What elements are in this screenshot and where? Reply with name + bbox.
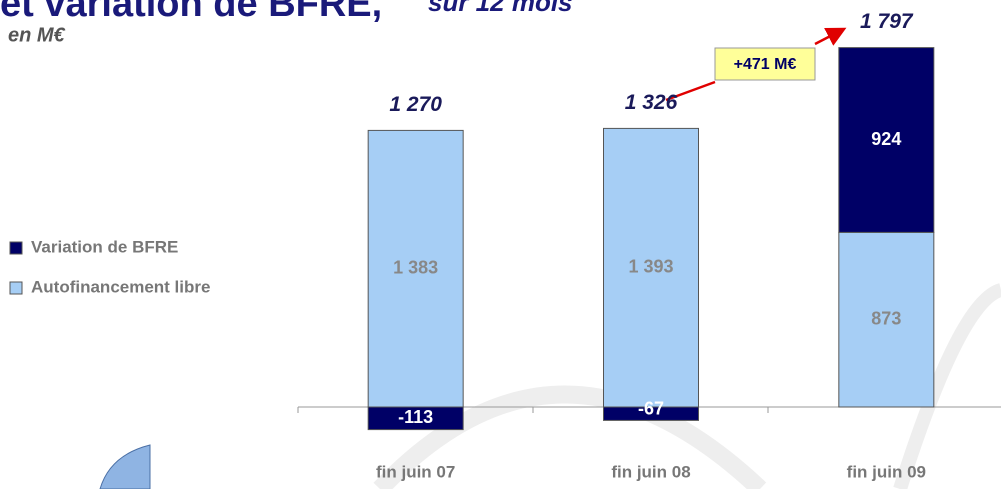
background-swoosh [893, 283, 1001, 489]
total-label: 1 270 [389, 93, 442, 116]
legend-label: Variation de BFRE [31, 237, 178, 256]
bar-segment [367, 129, 464, 408]
x-tick-label: fin juin 07 [376, 462, 455, 481]
value-label: -67 [638, 398, 664, 418]
value-label: 1 393 [628, 256, 673, 276]
legend-swatch [9, 241, 23, 255]
bar-segment [838, 231, 935, 408]
annotation: +471 M€ [734, 56, 797, 73]
value-label: 924 [871, 129, 901, 149]
bar-segment [367, 406, 464, 431]
total-label: 1 326 [625, 91, 678, 114]
x-tick-label: fin juin 08 [611, 462, 690, 481]
value-label: 1 383 [393, 257, 438, 277]
value-label: 873 [871, 308, 901, 328]
background-swoosh [373, 385, 767, 489]
legend-swatch [9, 281, 23, 295]
annotation-arrow [814, 27, 847, 46]
value-label: -113 [398, 407, 433, 427]
bar-segment [603, 406, 699, 421]
logo-shape [99, 444, 151, 489]
chart-title: et variation de BFRE, [0, 0, 382, 25]
x-tick-label: fin juin 09 [847, 462, 926, 481]
annotation-arrow [665, 80, 716, 102]
total-label: 1 797 [860, 10, 914, 33]
annotation-box [714, 47, 816, 81]
bar-segment [838, 47, 935, 233]
legend-label: Autofinancement libre [31, 277, 210, 296]
chart-title-suffix: sur 12 mois [428, 0, 573, 17]
subtitle: en M€ [8, 24, 66, 46]
